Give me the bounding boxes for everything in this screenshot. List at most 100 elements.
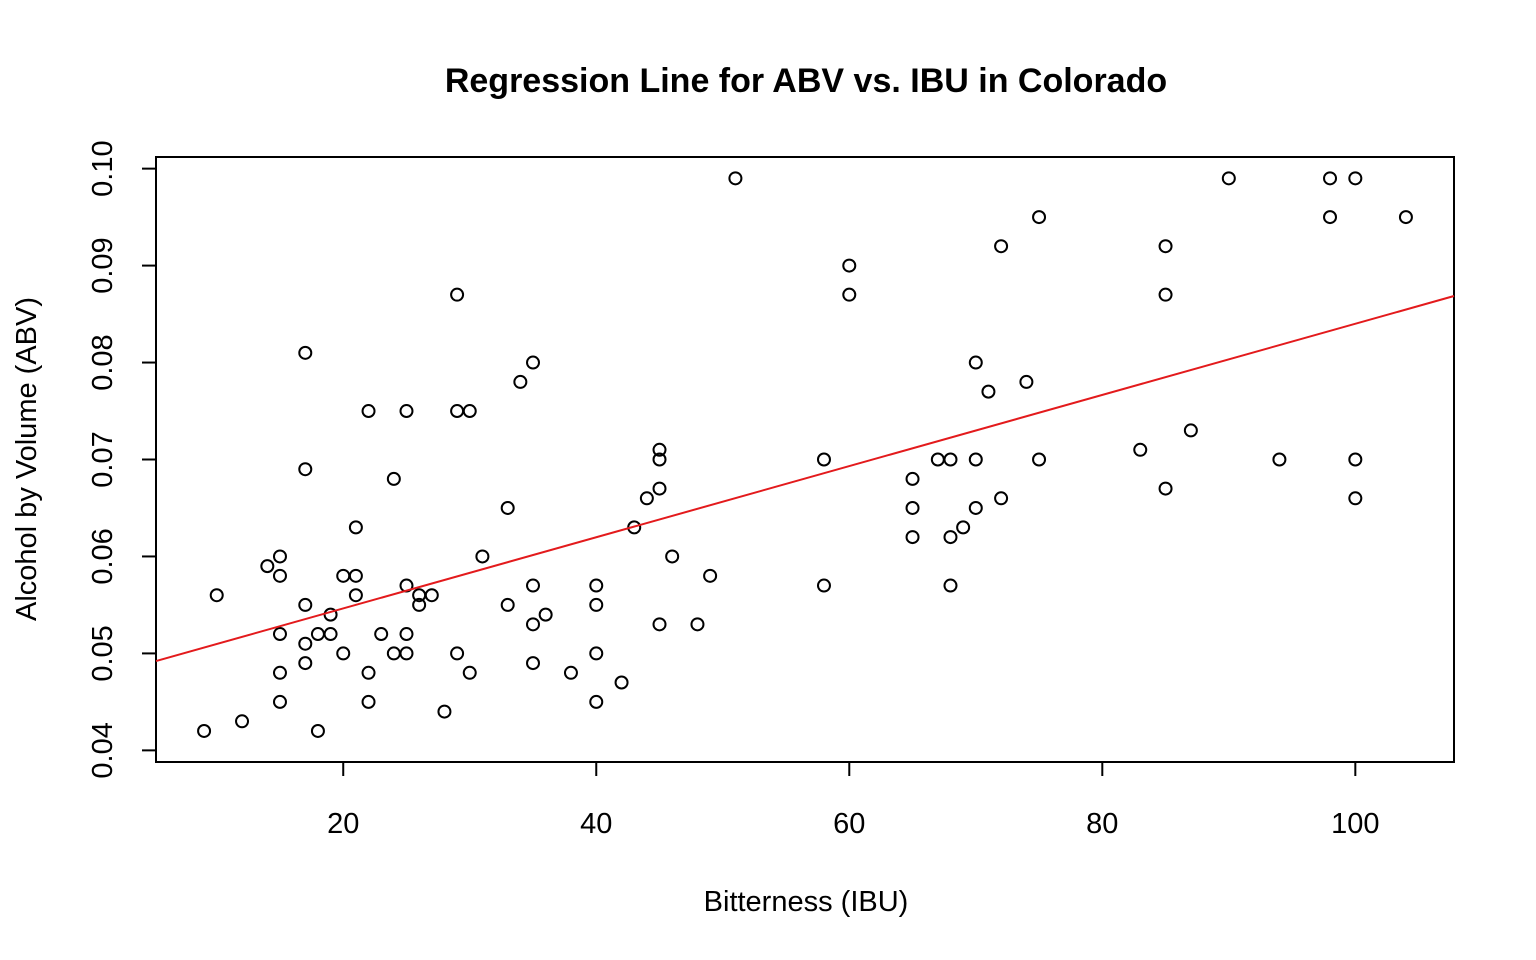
- data-point: [310, 723, 325, 738]
- data-point: [1348, 491, 1363, 506]
- data-point: [842, 258, 857, 273]
- data-point: [526, 617, 541, 632]
- y-tick-label: 0.05: [87, 625, 119, 681]
- data-point: [589, 597, 604, 612]
- data-point: [500, 597, 515, 612]
- data-point: [272, 627, 287, 642]
- data-point: [563, 665, 578, 680]
- data-point: [209, 588, 224, 603]
- data-point: [298, 656, 313, 671]
- x-tick-label: 80: [1086, 808, 1118, 840]
- data-point: [538, 607, 553, 622]
- data-point: [1348, 452, 1363, 467]
- data-point: [272, 665, 287, 680]
- x-tick-label: 40: [580, 808, 612, 840]
- regression-line-layer: [155, 295, 1455, 663]
- data-point: [1272, 452, 1287, 467]
- data-point: [526, 656, 541, 671]
- plot-frame: [155, 156, 1455, 763]
- data-point: [437, 704, 452, 719]
- data-point: [589, 578, 604, 593]
- y-tick-label: 0.08: [87, 334, 119, 390]
- data-point: [943, 578, 958, 593]
- data-point: [994, 239, 1009, 254]
- data-point: [526, 355, 541, 370]
- data-point: [298, 345, 313, 360]
- data-point: [475, 549, 490, 564]
- y-tick-label: 0.04: [87, 722, 119, 778]
- data-point: [652, 452, 667, 467]
- data-point: [968, 452, 983, 467]
- data-point: [272, 549, 287, 564]
- data-point: [956, 520, 971, 535]
- data-point: [399, 627, 414, 642]
- data-point: [513, 374, 528, 389]
- data-point: [1158, 287, 1173, 302]
- data-point: [526, 578, 541, 593]
- data-point: [1032, 452, 1047, 467]
- data-point: [1323, 210, 1338, 225]
- x-tick-label: 20: [327, 808, 359, 840]
- data-point: [272, 694, 287, 709]
- data-point: [361, 694, 376, 709]
- data-point: [348, 568, 363, 583]
- data-point: [336, 568, 351, 583]
- data-point: [905, 471, 920, 486]
- data-point: [500, 500, 515, 515]
- data-point: [1348, 171, 1363, 186]
- data-point: [399, 646, 414, 661]
- y-axis-label: Alcohol by Volume (ABV): [11, 297, 43, 621]
- data-point: [336, 646, 351, 661]
- data-point: [589, 646, 604, 661]
- y-tick-label: 0.09: [87, 237, 119, 293]
- data-point: [1221, 171, 1236, 186]
- data-point: [1183, 423, 1198, 438]
- data-point: [994, 491, 1009, 506]
- x-tick-label: 100: [1331, 808, 1379, 840]
- data-point: [905, 530, 920, 545]
- data-point: [462, 665, 477, 680]
- data-point: [272, 568, 287, 583]
- data-point: [652, 481, 667, 496]
- data-point: [260, 559, 275, 574]
- y-tick-label: 0.06: [87, 528, 119, 584]
- data-point: [1398, 210, 1413, 225]
- data-point: [424, 588, 439, 603]
- data-point: [1133, 442, 1148, 457]
- data-point: [310, 627, 325, 642]
- data-point: [690, 617, 705, 632]
- data-point: [374, 627, 389, 642]
- data-point: [842, 287, 857, 302]
- data-point: [968, 500, 983, 515]
- data-point: [197, 723, 212, 738]
- data-point: [943, 452, 958, 467]
- data-point: [412, 597, 427, 612]
- data-point: [450, 287, 465, 302]
- data-point: [1019, 374, 1034, 389]
- data-point: [968, 355, 983, 370]
- data-point: [665, 549, 680, 564]
- regression-line: [155, 295, 1455, 663]
- x-tick-label: 60: [833, 808, 865, 840]
- y-tick-label: 0.10: [87, 140, 119, 196]
- data-point: [728, 171, 743, 186]
- data-point: [462, 404, 477, 419]
- data-point: [1323, 171, 1338, 186]
- x-axis: 20 40 60 80 100: [327, 761, 1380, 840]
- data-point: [930, 452, 945, 467]
- data-point: [361, 665, 376, 680]
- data-point: [652, 442, 667, 457]
- data-point: [450, 404, 465, 419]
- data-point: [1158, 239, 1173, 254]
- data-point: [589, 694, 604, 709]
- data-point: [614, 675, 629, 690]
- data-point: [298, 597, 313, 612]
- y-tick-label: 0.07: [87, 431, 119, 487]
- data-point: [943, 530, 958, 545]
- data-point: [298, 636, 313, 651]
- data-point: [816, 578, 831, 593]
- data-point: [235, 714, 250, 729]
- data-point: [1158, 481, 1173, 496]
- y-axis: 0.04 0.05 0.06 0.07 0.08 0.09 0.10: [87, 140, 157, 779]
